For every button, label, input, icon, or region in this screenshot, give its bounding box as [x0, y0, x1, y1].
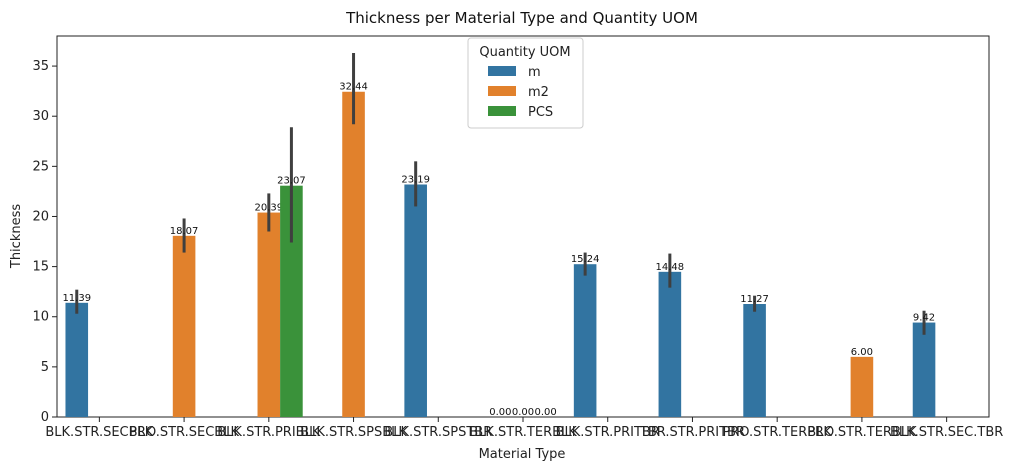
legend-swatch-m2: [488, 86, 516, 96]
bar-pcs: [280, 185, 303, 417]
data-label: 11.27: [740, 294, 769, 305]
data-label: 15.24: [571, 254, 600, 265]
bar-m2: [257, 212, 281, 417]
x-tick-label: BLK.STR.SEC.TBR: [890, 425, 1003, 440]
y-tick-label: 35: [32, 59, 49, 74]
x-tick-label: PRO.STR.TERBLK: [807, 425, 917, 440]
legend-title: Quantity UOM: [479, 45, 570, 60]
bar-m: [65, 302, 89, 417]
data-label: 20.39: [254, 203, 283, 214]
x-tick-label: PRO.STR.SECBLK: [129, 425, 239, 440]
bar-m2: [342, 91, 365, 418]
legend-swatch-pcs: [488, 106, 516, 116]
x-tick-label: TBR.STR.PRITBR: [639, 425, 745, 440]
data-label: 18.07: [170, 226, 199, 237]
data-label: 0.00: [512, 407, 534, 418]
y-axis-label: Thickness: [9, 204, 24, 269]
data-label: 14.48: [656, 262, 685, 273]
x-tick-label: BLK.STR.SECBLK: [45, 425, 153, 440]
y-tick-label: 0: [41, 410, 49, 425]
data-label: 6.00: [851, 347, 873, 358]
legend-swatch-m: [488, 66, 516, 76]
x-tick-label: BLK.STR.PRIBLK: [217, 425, 321, 440]
legend: Quantity UOM m m2 PCS: [467, 37, 584, 129]
legend-entry-m2: m2: [528, 85, 549, 100]
bar-m2: [850, 356, 874, 417]
bar-m2: [172, 235, 196, 417]
y-tick-label: 20: [32, 209, 49, 224]
x-axis-label: Material Type: [479, 447, 566, 462]
legend-entry-pcs: PCS: [528, 105, 553, 120]
chart-title: Thickness per Material Type and Quantity…: [345, 9, 698, 27]
bar-m: [404, 184, 427, 417]
data-label: 0.00: [534, 407, 556, 418]
y-tick-label: 25: [32, 159, 49, 174]
y-tick-label: 5: [41, 360, 49, 375]
bar-m: [658, 271, 682, 417]
data-label: 0.00: [489, 407, 511, 418]
x-tick-label: BLK.STR.PRITBR: [556, 425, 660, 440]
y-tick-label: 10: [32, 310, 49, 325]
data-label: 11.39: [62, 293, 91, 304]
bar-m: [912, 322, 936, 417]
x-tick-label: BLK.STR.SPSTBR: [384, 425, 492, 440]
data-label: 9.42: [913, 313, 935, 324]
plot-area: 0 5 10 15 20 25 30 35 BLK.STR.SECBLKPRO.STR.SECB…: [32, 35, 1003, 440]
data-label: 23.07: [277, 176, 306, 187]
y-tick-label: 30: [32, 109, 49, 124]
legend-box: [467, 37, 584, 129]
data-label: 23.19: [401, 174, 430, 185]
legend-entry-m: m: [528, 65, 541, 80]
x-tick-label: BLK.STR.SPSBLK: [300, 425, 407, 440]
y-tick-label: 15: [32, 260, 49, 275]
data-label: 32.44: [339, 82, 368, 93]
bar-m: [743, 304, 766, 417]
x-tick-label: PRO.STR.TERBLK: [722, 425, 832, 440]
x-tick-label: BLK.STR.TERBLK: [469, 425, 577, 440]
bar-m: [573, 264, 597, 417]
